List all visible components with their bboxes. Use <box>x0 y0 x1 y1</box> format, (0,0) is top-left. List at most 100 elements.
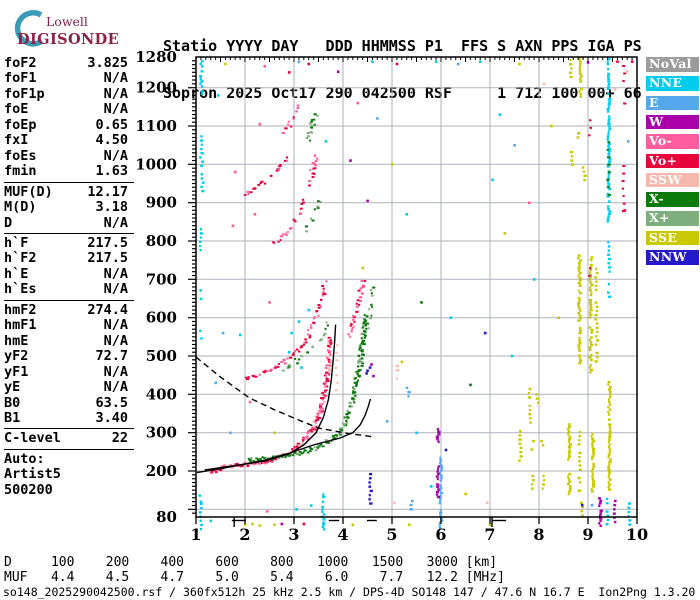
header-columns-row: Statio YYYY DAY DDD HHMMSS P1 FFS S AXN … <box>163 37 642 55</box>
param-hmf1: hmF1 N/A <box>4 317 128 334</box>
param-label: M(D) <box>4 199 37 216</box>
param-label: C-level <box>4 430 61 447</box>
param-fof1p: foF1p N/A <box>4 85 128 102</box>
param-value: 12.17 <box>87 183 128 200</box>
param-label: hmF2 <box>4 301 37 318</box>
param-value: N/A <box>103 317 128 334</box>
svg-text:500: 500 <box>146 347 177 365</box>
legend-vo-: Vo- <box>646 134 699 149</box>
param-artist5: Artist5 <box>4 466 128 482</box>
svg-text:9: 9 <box>582 525 593 544</box>
param-he: h`E N/A <box>4 265 128 282</box>
ionogram-canvas: 1280120011001000900800700600500400300200… <box>135 48 648 544</box>
param-label: h`F2 <box>4 250 37 267</box>
param-label: h`E <box>4 265 29 282</box>
svg-text:700: 700 <box>146 270 177 288</box>
param-yf2: yF2 72.7 <box>4 348 128 365</box>
param-value: N/A <box>103 214 128 231</box>
panel-section-2: h`F 217.5 h`F2 217.5 h`E N/A h`Es N/A <box>4 232 134 298</box>
param-label: foF1 <box>4 70 37 87</box>
param-label: D <box>4 214 13 231</box>
param-value: N/A <box>103 147 128 164</box>
svg-text:800: 800 <box>146 232 177 250</box>
svg-text:900: 900 <box>146 194 177 212</box>
param-label: h`Es <box>4 281 37 298</box>
legend-ssw: SSW <box>646 172 699 188</box>
param-label: hmE <box>4 332 29 349</box>
param-md: M(D) 3.18 <box>4 199 128 216</box>
legend-e: E <box>646 95 699 111</box>
svg-text:2: 2 <box>239 525 250 544</box>
svg-text:4: 4 <box>337 525 348 544</box>
legend-x+: X+ <box>646 211 699 226</box>
param-value: 3.40 <box>95 409 128 426</box>
param-clevel: C-level 22 <box>4 430 128 447</box>
param-label: foF2 <box>4 55 37 71</box>
param-label: foEp <box>4 116 37 133</box>
muf-row: MUF 4.4 4.5 4.7 5.0 5.4 6.0 7.7 12.2 [MH… <box>4 570 505 585</box>
svg-text:300: 300 <box>146 424 177 442</box>
svg-text:1200: 1200 <box>135 79 177 97</box>
logo-line2: DIGISONDE <box>17 31 119 48</box>
logo-arc-icon: Lowell DIGISONDE <box>14 10 119 48</box>
svg-text:1100: 1100 <box>135 117 177 135</box>
svg-text:10: 10 <box>626 525 648 544</box>
param-hes: h`Es N/A <box>4 281 128 298</box>
param-b1: B1 3.40 <box>4 409 128 426</box>
param-label: B1 <box>4 409 21 426</box>
logo-line1: Lowell <box>46 14 88 29</box>
param-label: hmF1 <box>4 317 37 334</box>
svg-text:6: 6 <box>435 525 446 544</box>
legend-x-: X- <box>646 192 699 207</box>
param-label: B0 <box>4 394 21 411</box>
param-label: foE <box>4 101 29 118</box>
param-value: 72.7 <box>95 348 128 365</box>
param-value: N/A <box>103 85 128 102</box>
svg-text:5: 5 <box>386 525 397 544</box>
param-value: 22 <box>111 430 128 447</box>
param-value: N/A <box>103 265 128 282</box>
svg-text:1: 1 <box>190 525 201 544</box>
param-label: foF1p <box>4 85 45 102</box>
param-value: 0.65 <box>95 116 128 133</box>
param-value: N/A <box>103 70 128 87</box>
param-d: D N/A <box>4 214 128 231</box>
param-value: 3.18 <box>95 199 128 216</box>
legend-vo+: Vo+ <box>646 153 699 168</box>
svg-text:8: 8 <box>533 525 544 544</box>
legend-noval: NoVal <box>646 56 699 72</box>
param-b0: B0 63.5 <box>4 394 128 411</box>
param-value: 4.50 <box>95 132 128 149</box>
header-block: Statio YYYY DAY DDD HHMMSS P1 FFS S AXN … <box>163 8 642 132</box>
panel-section-3: hmF2 274.4 hmF1 N/A hmE N/A yF2 72.7 yF1 N/A yE N/A… <box>4 299 134 427</box>
svg-text:80: 80 <box>156 508 177 526</box>
param-yf1: yF1 N/A <box>4 364 128 380</box>
param-label: MUF(D) <box>4 183 53 200</box>
svg-text:400: 400 <box>146 385 177 403</box>
param-foes: foEs N/A <box>4 147 128 164</box>
param-value: N/A <box>103 101 128 118</box>
param-label: 500200 <box>4 481 53 498</box>
param-fof2: foF2 3.825 <box>4 55 128 71</box>
footer-info: so148_2025290042500.rsf / 360fx512h 25 k… <box>3 585 696 599</box>
param-value: 63.5 <box>95 394 128 411</box>
param-foe: foE N/A <box>4 101 128 118</box>
svg-text:7: 7 <box>484 525 495 544</box>
param-label: yE <box>4 379 21 396</box>
panel-section-5: Auto: Artist5 500200 <box>4 448 134 498</box>
param-hme: hmE N/A <box>4 332 128 349</box>
param-auto: Auto: <box>4 451 128 467</box>
lowell-digisonde-logo: Lowell DIGISONDE <box>6 4 146 52</box>
panel-section-0: foF2 3.825 foF1 N/A foF1p N/A foE N/A foEp 0.65 fx… <box>4 55 134 180</box>
param-ye: yE N/A <box>4 379 128 396</box>
param-hmf2: hmF2 274.4 <box>4 301 128 318</box>
svg-text:1280: 1280 <box>135 48 177 66</box>
param-hf2: h`F2 217.5 <box>4 250 128 267</box>
panel-section-4: C-level 22 <box>4 428 134 446</box>
header-values-row: Sopron 2025 Oct17 290 042500 RSF 1 712 1… <box>163 83 642 102</box>
svg-text:600: 600 <box>146 309 177 327</box>
param-fxi: fxI 4.50 <box>4 132 128 149</box>
param-value: 274.4 <box>87 301 128 318</box>
parameter-panel: foF2 3.825 foF1 N/A foF1p N/A foE N/A foEp 0.65 fx… <box>4 55 134 498</box>
